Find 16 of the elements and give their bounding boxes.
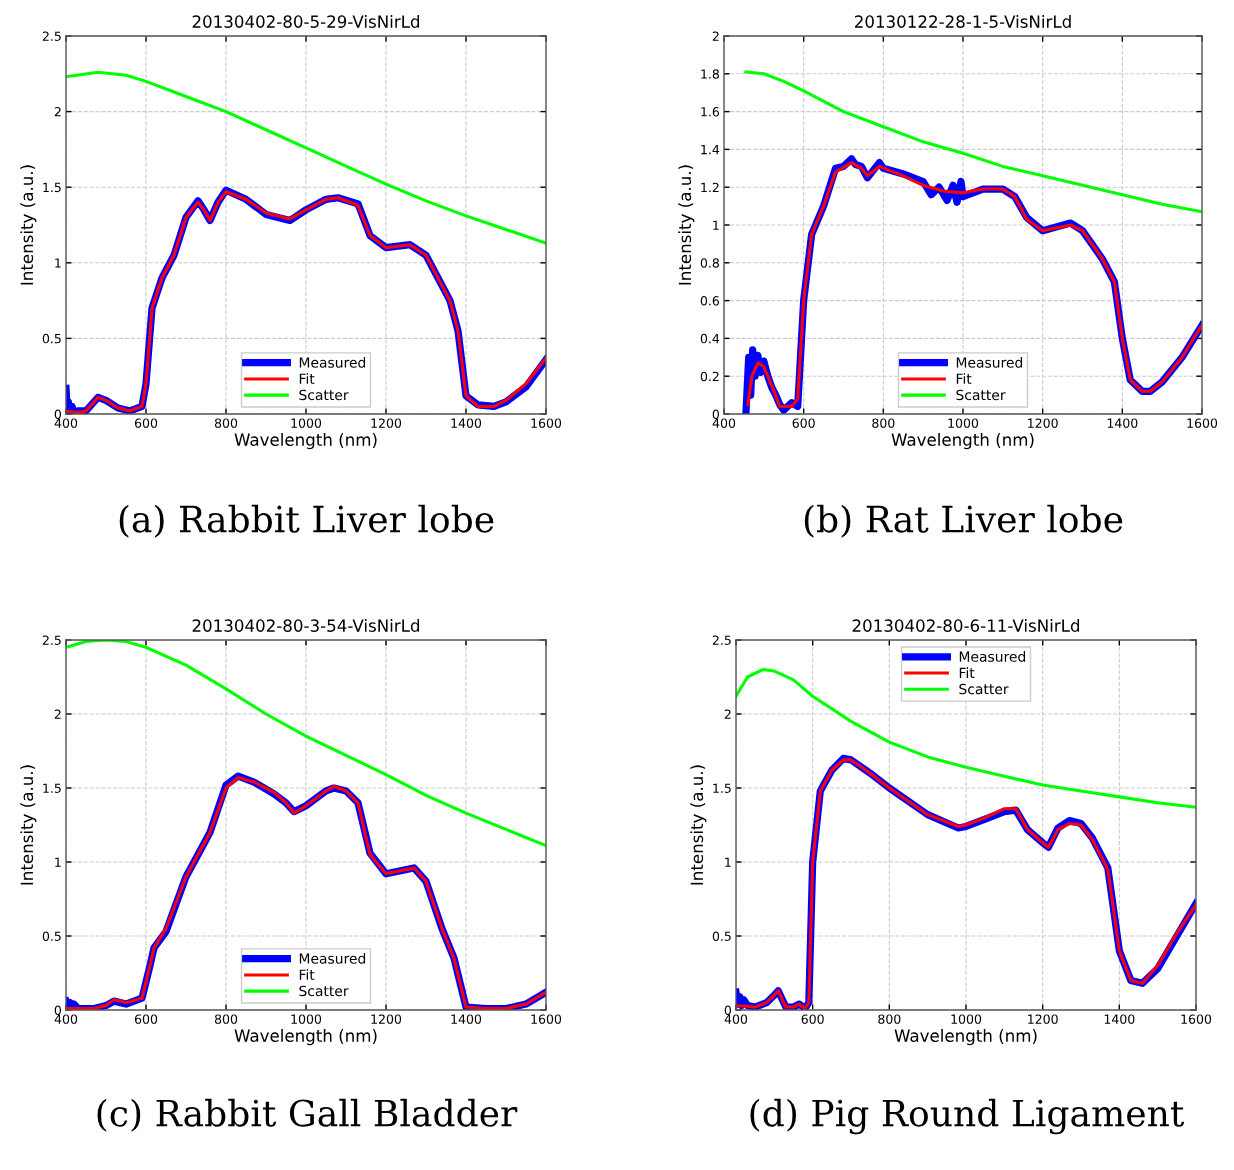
chart-title: 20130122-28-1-5-VisNirLd [854, 15, 1071, 28]
chart-title: 20130402-80-6-11-VisNirLd [852, 619, 1080, 632]
text: (d) Pig Round Ligament [750, 1098, 1185, 1135]
x-axis-title: Wavelength (nm) [234, 1029, 377, 1046]
chart-title: 20130402-80-5-29-VisNirLd [192, 15, 420, 28]
chart-title: 20130402-80-3-54-VisNirLd [192, 619, 420, 632]
x-axis-title: Wavelength (nm) [234, 433, 377, 450]
y-axis-title: Intensity (a.u.) [690, 765, 707, 885]
y-axis-title: Intensity (a.u.) [20, 165, 37, 285]
x-axis-title: Wavelength (nm) [891, 433, 1034, 450]
text: (b) Rat Liver lobe [804, 504, 1123, 538]
text: (c) Rabbit Gall Bladder [97, 1098, 518, 1132]
y-axis-title: Intensity (a.u.) [678, 165, 695, 285]
x-axis-title: Wavelength (nm) [894, 1029, 1037, 1046]
text: (a) Rabbit Liver lobe [119, 504, 494, 538]
y-axis-title: Intensity (a.u.) [20, 765, 37, 885]
